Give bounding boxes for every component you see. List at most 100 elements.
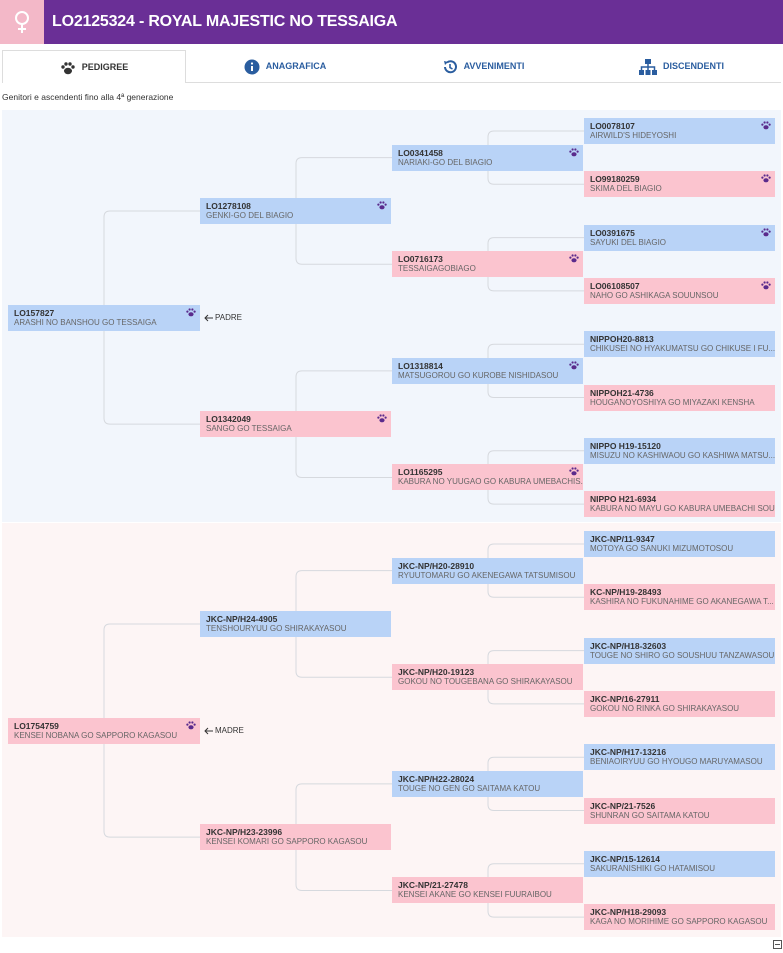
dog-box[interactable]: LO1318814 MATSUGOROU GO KUROBE NISHIDASOU bbox=[392, 357, 583, 384]
dog-box[interactable]: JKC-NP/H23-23996 KENSEI KOMARI GO SAPPORO… bbox=[200, 824, 391, 851]
dog-id: LO1318814 bbox=[398, 360, 443, 371]
dog-box[interactable]: JKC-NP/H18-29093 KAGA NO MORIHIME GO SAPP… bbox=[584, 904, 775, 931]
tab[interactable]: AVVENIMENTI bbox=[384, 50, 582, 83]
paw-toe bbox=[574, 361, 577, 364]
dog-box[interactable]: LO0078107 AIRWILD'S HIDEYOSHI bbox=[584, 118, 775, 144]
dog-name: ARASHI NO BANSHOU GO TESSAIGA bbox=[14, 317, 157, 327]
tab[interactable]: ANAGRAFICA bbox=[186, 50, 384, 83]
paw-toe bbox=[569, 363, 572, 366]
dog-name: KAGA NO MORIHIME GO SAPPORO KAGASOU bbox=[590, 917, 768, 927]
paw-toe bbox=[763, 227, 766, 231]
dog-box[interactable]: LO157827 ARASHI NO BANSHOU GO TESSAIGA bbox=[8, 304, 200, 331]
dog-box[interactable]: JKC-NP/H18-32603 TOUGE NO SHIRO GO SOUSHU… bbox=[584, 637, 775, 664]
dog-id: NIPPOH20-8813 bbox=[590, 334, 654, 345]
dog-name: BENIAOIRYUU GO HYOUGO MARUYAMASOU bbox=[590, 757, 763, 767]
dog-box[interactable]: LO0341458 NARIAKI-GO DEL BIAGIO bbox=[392, 144, 583, 171]
paw-pad bbox=[763, 285, 769, 290]
dog-name: KENSEI AKANE GO KENSEI FUURAIBOU bbox=[398, 890, 552, 900]
paw-icon bbox=[569, 254, 579, 263]
paw-toe bbox=[761, 283, 764, 286]
dog-box[interactable]: JKC-NP/H20-19123 GOKOU NO TOUGEBANA GO SH… bbox=[392, 664, 583, 691]
paw-toe bbox=[571, 361, 574, 364]
dog-box[interactable]: LO1165295 KABURA NO YUUGAO GO KABURA UMEB… bbox=[392, 464, 583, 491]
dog-box[interactable]: JKC-NP/21-27478 KENSEI AKANE GO KENSEI FU… bbox=[392, 877, 583, 904]
dog-box[interactable]: JKC-NP/16-27911 GOKOU NO RINKA GO SHIRAKA… bbox=[584, 690, 775, 717]
paw-toe bbox=[186, 310, 189, 313]
dog-box[interactable]: NIPPO H21-6934 KABURA NO MAYU GO KABURA U… bbox=[584, 491, 775, 518]
dog-name: TOUGE NO GEN GO SAITAMA KATOU bbox=[398, 783, 541, 793]
paw-toe bbox=[763, 121, 766, 124]
paw-toe bbox=[569, 150, 572, 153]
dog-box[interactable]: JKC-NP/H24-4905 TENSHOURYUU GO SHIRAKAYAS… bbox=[200, 610, 391, 637]
dog-box[interactable]: LO1278108 GENKI-GO DEL BIAGIO bbox=[200, 197, 391, 224]
tab-label: ANAGRAFICA bbox=[265, 61, 327, 71]
paw-pad bbox=[379, 205, 385, 210]
paw-icon bbox=[186, 307, 196, 316]
dog-box[interactable]: KC-NP/H19-28493 KASHIRA NO FUKUNAHIME GO … bbox=[584, 584, 775, 611]
dog-box[interactable]: NIPPO H19-15120 MISUZU NO KASHIWAOU GO KA… bbox=[584, 437, 775, 464]
dog-box[interactable]: JKC-NP/15-12614 SAKURANISHIKI GO HATAMISO… bbox=[584, 850, 775, 877]
dog-box[interactable]: LO1342049 SANGO GO TESSAIGA bbox=[200, 411, 391, 438]
paw-toe bbox=[571, 254, 574, 257]
dog-id: JKC-NP/H20-28910 bbox=[398, 560, 475, 571]
dog-box[interactable]: JKC-NP/H22-28024 TOUGE NO GEN GO SAITAMA … bbox=[392, 770, 583, 797]
tab-label: DISCENDENTI bbox=[662, 61, 724, 71]
paw-toe bbox=[377, 416, 380, 419]
paw-toe bbox=[761, 230, 764, 233]
dog-box[interactable]: NIPPOH20-8813 CHIKUSEI NO HYAKUMATSU GO C… bbox=[584, 331, 775, 358]
paw-toe bbox=[188, 307, 191, 311]
paw-icon bbox=[569, 361, 579, 370]
dog-id: JKC-NP/16-27911 bbox=[590, 693, 660, 704]
dog-id: LO1754759 bbox=[14, 720, 59, 731]
paw-toe bbox=[571, 148, 574, 151]
dog-box[interactable]: LO0391675 SAYUKI DEL BIAGIO bbox=[584, 224, 775, 251]
paw-toe bbox=[574, 467, 577, 471]
paw-icon bbox=[569, 148, 579, 156]
tab-label: PEDIGREE bbox=[81, 62, 129, 72]
dog-name: SAKURANISHIKI GO HATAMISOU bbox=[590, 863, 716, 873]
paw-icon bbox=[186, 720, 196, 729]
collapse-icon[interactable] bbox=[773, 940, 782, 949]
subtitle: Genitori e ascendenti fino alla 4ª gener… bbox=[2, 92, 174, 102]
arrow bbox=[204, 314, 213, 321]
paw-toe bbox=[379, 414, 382, 417]
dog-box[interactable]: LO1754759 KENSEI NOBANA GO SAPPORO KAGASO… bbox=[8, 717, 200, 744]
dog-id: LO1165295 bbox=[398, 467, 443, 478]
paw-toe bbox=[193, 310, 196, 313]
dog-id: JKC-NP/H23-23996 bbox=[206, 827, 283, 838]
tab[interactable]: PEDIGREE bbox=[2, 50, 186, 83]
dog-box[interactable]: JKC-NP/H17-13216 BENIAOIRYUU GO HYOUGO MA… bbox=[584, 744, 775, 771]
dog-box[interactable]: JKC-NP/H20-28910 RYUUTOMARU GO AKENEGAWA … bbox=[392, 557, 583, 584]
dog-id: LO0716173 bbox=[398, 254, 443, 265]
paw-toe bbox=[191, 720, 194, 724]
dog-box[interactable]: LO99180259 SKIMA DEL BIAGIO bbox=[584, 171, 775, 198]
dog-id: NIPPO H19-15120 bbox=[590, 440, 661, 451]
page-title: LO2125324 - ROYAL MAJESTIC NO TESSAIGA bbox=[52, 13, 398, 30]
dog-id: JKC-NP/H24-4905 bbox=[206, 613, 278, 624]
dog-id: NIPPO H21-6934 bbox=[590, 494, 657, 505]
paw-toe bbox=[766, 281, 769, 284]
dog-name: SANGO GO TESSAIGA bbox=[206, 424, 292, 434]
dog-name: RYUUTOMARU GO AKENEGAWA TATSUMISOU bbox=[398, 570, 576, 580]
dog-id: LO1342049 bbox=[206, 414, 251, 425]
arrow-icon bbox=[204, 314, 213, 321]
paw-toe bbox=[188, 720, 191, 724]
dog-name: NAHO GO ASHIKAGA SOUUNSOU bbox=[590, 290, 719, 300]
dog-box[interactable]: JKC-NP/21-7526 SHUNRAN GO SAITAMA KATOU bbox=[584, 797, 775, 824]
dog-box[interactable]: JKC-NP/11-9347 MOTOYA GO SANUKI MIZUMOTOS… bbox=[584, 531, 775, 557]
dog-name: GENKI-GO DEL BIAGIO bbox=[206, 210, 294, 220]
tab[interactable]: DISCENDENTI bbox=[582, 50, 781, 83]
dog-id: LO1278108 bbox=[206, 200, 251, 211]
dog-box[interactable]: LO06108507 NAHO GO ASHIKAGA SOUUNSOU bbox=[584, 277, 775, 304]
dog-id: LO0341458 bbox=[398, 147, 443, 158]
paw-toe bbox=[576, 363, 579, 366]
paw-pad bbox=[188, 311, 194, 316]
paw-pad bbox=[571, 365, 577, 370]
dog-box[interactable]: NIPPOH21-4736 HOUGANOYOSHIYA GO MIYAZAKI … bbox=[584, 384, 775, 411]
dog-name: TESSAIGAGOBIAGO bbox=[398, 264, 476, 274]
dog-box[interactable]: LO0716173 TESSAIGAGOBIAGO bbox=[392, 251, 583, 278]
dog-name: TENSHOURYUU GO SHIRAKAYASOU bbox=[206, 623, 347, 633]
dog-name: HOUGANOYOSHIYA GO MIYAZAKI KENSHA bbox=[590, 397, 755, 407]
paw-pad bbox=[188, 724, 194, 729]
dog-name: GOKOU NO RINKA GO SHIRAKAYASOU bbox=[590, 703, 740, 713]
